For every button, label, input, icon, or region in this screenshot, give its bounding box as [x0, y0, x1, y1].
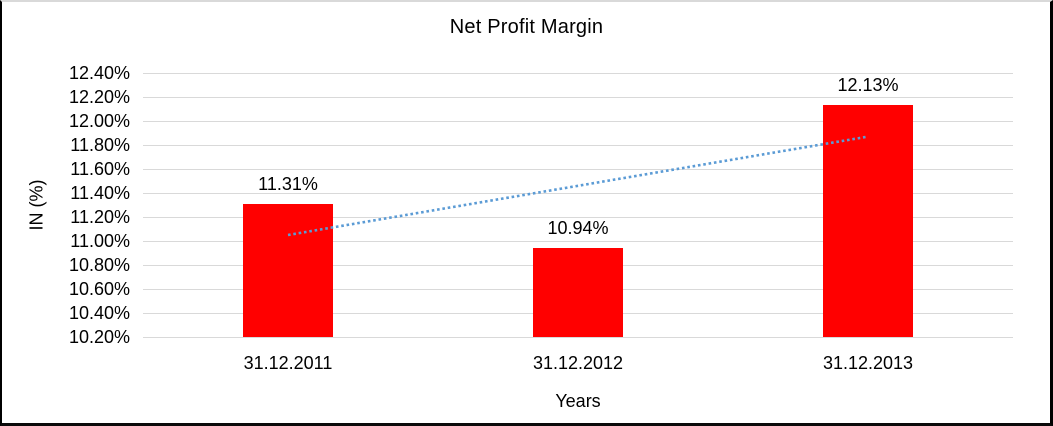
y-tick-label: 10.40%	[68, 303, 130, 323]
gridline	[143, 337, 1013, 338]
y-tick-label: 11.60%	[70, 159, 130, 179]
gridline	[143, 73, 1013, 74]
gridline	[143, 241, 1013, 242]
bar-31.12.2012	[533, 248, 623, 337]
gridline	[143, 121, 1013, 122]
chart-title: Net Profit Margin	[449, 16, 604, 38]
y-tick-label: 12.00%	[68, 111, 130, 131]
x-tick-label: 31.12.2012	[532, 353, 624, 373]
bar-31.12.2011	[243, 204, 333, 337]
x-tick-label: 31.12.2013	[822, 353, 914, 373]
y-tick-label: 10.20%	[68, 327, 130, 347]
y-tick-label: 11.80%	[70, 135, 130, 155]
x-tick-label: 31.12.2011	[243, 353, 333, 373]
data-label: 12.13%	[837, 75, 899, 95]
bar-31.12.2013	[823, 105, 913, 337]
gridline	[143, 97, 1013, 98]
y-tick-label: 10.80%	[68, 255, 130, 275]
y-tick-label: 10.60%	[68, 279, 130, 299]
y-tick-label: 11.20%	[70, 207, 130, 227]
y-tick-label: 12.40%	[68, 63, 130, 83]
x-axis-title: Years	[555, 391, 601, 411]
data-label: 11.31%	[258, 174, 318, 194]
y-tick-label: 11.00%	[70, 231, 130, 251]
y-tick-label: 11.40%	[70, 183, 130, 203]
y-tick-label: 12.20%	[68, 87, 130, 107]
data-label: 10.94%	[547, 218, 609, 238]
